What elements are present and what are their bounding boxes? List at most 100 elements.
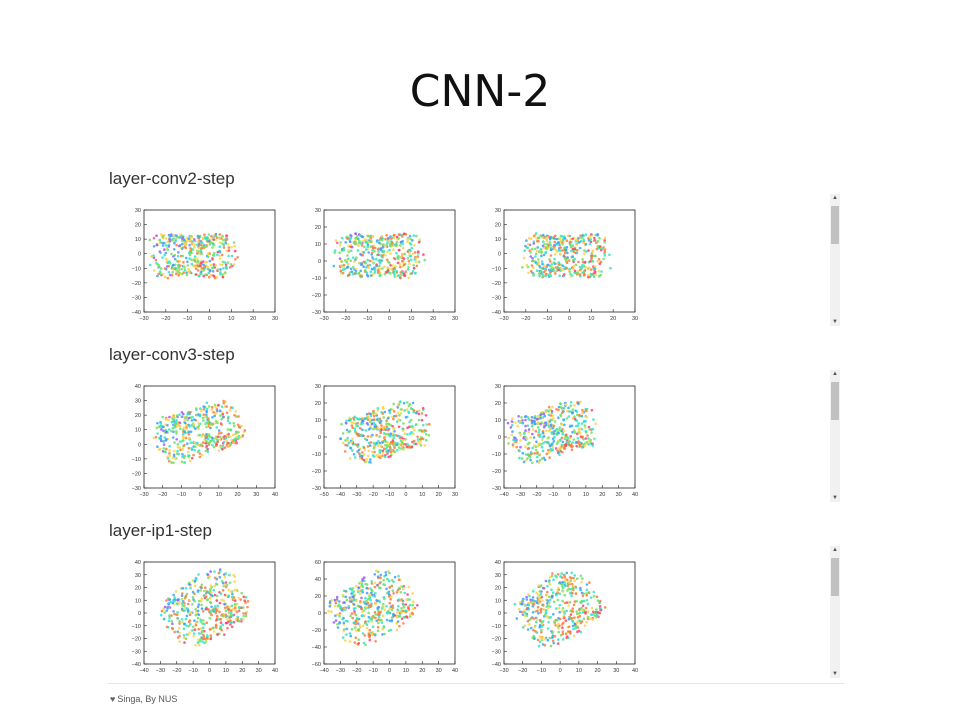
- point: [243, 599, 246, 602]
- point: [240, 606, 243, 609]
- point: [181, 435, 185, 438]
- point: [332, 264, 336, 268]
- scroll-up-arrow-icon[interactable]: ▲: [832, 371, 838, 377]
- plot-panel-ip1[interactable]: −40 −30 −20 −10 0 10 20 30 40 40 30 20 10 0 −10 −20 −30−…: [110, 546, 840, 678]
- point: [230, 254, 234, 258]
- x-tick-label: −20: [158, 492, 167, 498]
- point: [576, 432, 579, 436]
- scrollbar[interactable]: ▲ ▼: [830, 370, 840, 502]
- scroll-thumb[interactable]: [831, 558, 839, 596]
- point: [584, 409, 588, 413]
- scroll-down-arrow-icon[interactable]: ▼: [832, 495, 838, 501]
- point: [358, 417, 361, 421]
- point: [385, 234, 388, 237]
- scroll-thumb[interactable]: [831, 382, 839, 420]
- point: [159, 434, 163, 438]
- point: [572, 634, 576, 638]
- point: [556, 642, 560, 645]
- y-tick-label: 20: [495, 401, 501, 407]
- point: [194, 623, 198, 627]
- point: [569, 245, 573, 249]
- scroll-down-arrow-icon[interactable]: ▼: [832, 319, 838, 325]
- point: [188, 613, 192, 616]
- point: [373, 610, 377, 614]
- point: [596, 260, 599, 263]
- point: [224, 238, 227, 241]
- scroll-up-arrow-icon[interactable]: ▲: [832, 195, 838, 201]
- point: [188, 253, 192, 257]
- plot-panel-conv2[interactable]: −30 −20 −10 0 10 20 30 30 20 10 0 −10 −20 −30 −40 −30−…: [110, 194, 840, 326]
- point: [419, 444, 423, 447]
- point: [534, 630, 537, 633]
- point: [171, 627, 174, 630]
- point: [200, 586, 203, 590]
- point: [356, 424, 360, 428]
- point: [381, 267, 384, 270]
- point: [207, 437, 210, 441]
- point: [592, 594, 596, 598]
- scroll-thumb[interactable]: [831, 206, 839, 244]
- point: [535, 237, 538, 240]
- footer-text: Singa, By NUS: [117, 694, 178, 704]
- point: [236, 256, 239, 259]
- point: [336, 241, 339, 245]
- scroll-down-arrow-icon[interactable]: ▼: [832, 671, 838, 677]
- scrollbar[interactable]: ▲ ▼: [830, 546, 840, 678]
- point: [398, 615, 402, 618]
- point: [189, 247, 192, 250]
- point: [582, 599, 586, 603]
- point: [530, 419, 534, 423]
- point: [547, 425, 551, 428]
- scroll-up-arrow-icon[interactable]: ▲: [832, 547, 838, 553]
- point: [584, 606, 588, 610]
- point: [581, 577, 584, 580]
- point: [572, 438, 575, 441]
- point: [390, 578, 394, 582]
- x-tick-label: 10: [408, 316, 414, 322]
- point: [365, 458, 368, 461]
- point: [234, 430, 238, 433]
- point: [400, 270, 404, 274]
- x-tick-label: 10: [576, 668, 582, 674]
- point: [388, 586, 391, 589]
- point: [349, 614, 352, 618]
- point: [378, 435, 381, 438]
- point: [412, 264, 415, 267]
- point: [232, 241, 236, 244]
- point: [191, 595, 195, 599]
- point: [218, 601, 222, 605]
- point: [397, 418, 400, 421]
- point: [367, 615, 371, 619]
- point: [540, 637, 543, 641]
- point: [572, 584, 575, 588]
- point: [187, 237, 190, 241]
- point: [392, 270, 396, 273]
- point: [400, 607, 403, 610]
- point: [568, 581, 571, 584]
- point: [558, 581, 562, 584]
- point: [511, 445, 515, 448]
- point: [200, 630, 204, 633]
- point: [183, 443, 186, 447]
- point: [354, 629, 358, 632]
- point: [424, 429, 428, 433]
- point: [391, 415, 394, 419]
- point: [553, 262, 557, 265]
- point: [180, 415, 184, 419]
- point: [225, 234, 228, 238]
- point: [382, 626, 386, 629]
- point: [224, 265, 228, 269]
- point: [531, 446, 534, 450]
- point: [361, 451, 364, 454]
- point: [188, 244, 191, 247]
- point: [423, 444, 427, 447]
- plot-panel-conv3[interactable]: −30 −20 −10 0 10 20 30 40 40 30 20 10 0 −10 −20 −30 −50…: [110, 370, 840, 502]
- point: [376, 629, 380, 632]
- point: [581, 236, 584, 240]
- point: [367, 620, 370, 623]
- point: [186, 602, 190, 606]
- scrollbar[interactable]: ▲ ▼: [830, 194, 840, 326]
- point: [165, 609, 169, 612]
- point: [417, 418, 421, 422]
- point: [553, 620, 556, 623]
